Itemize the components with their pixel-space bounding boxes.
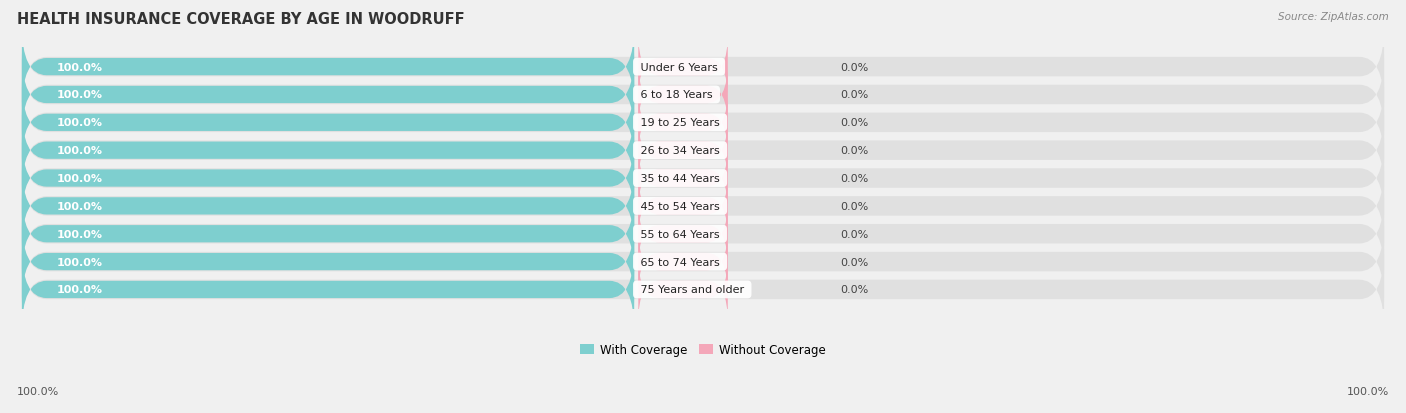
Text: 6 to 18 Years: 6 to 18 Years [637, 90, 716, 100]
Text: 0.0%: 0.0% [841, 118, 869, 128]
Text: 26 to 34 Years: 26 to 34 Years [637, 146, 723, 156]
FancyBboxPatch shape [638, 34, 728, 100]
Text: 100.0%: 100.0% [56, 229, 103, 239]
FancyBboxPatch shape [638, 173, 728, 240]
Text: Source: ZipAtlas.com: Source: ZipAtlas.com [1278, 12, 1389, 22]
FancyBboxPatch shape [22, 165, 634, 248]
Text: 0.0%: 0.0% [841, 146, 869, 156]
Text: 100.0%: 100.0% [56, 146, 103, 156]
FancyBboxPatch shape [22, 109, 634, 192]
FancyBboxPatch shape [22, 54, 634, 137]
FancyBboxPatch shape [22, 138, 1384, 219]
FancyBboxPatch shape [638, 118, 728, 184]
Text: 100.0%: 100.0% [56, 118, 103, 128]
Text: 75 Years and older: 75 Years and older [637, 285, 748, 295]
Text: Under 6 Years: Under 6 Years [637, 62, 721, 72]
Text: 100.0%: 100.0% [56, 62, 103, 72]
FancyBboxPatch shape [638, 90, 728, 156]
Text: 0.0%: 0.0% [841, 62, 869, 72]
FancyBboxPatch shape [22, 83, 1384, 163]
Text: 0.0%: 0.0% [841, 285, 869, 295]
Text: 100.0%: 100.0% [56, 257, 103, 267]
FancyBboxPatch shape [22, 193, 634, 275]
FancyBboxPatch shape [22, 55, 1384, 135]
Text: 55 to 64 Years: 55 to 64 Years [637, 229, 723, 239]
Text: 100.0%: 100.0% [56, 173, 103, 184]
FancyBboxPatch shape [22, 26, 634, 109]
Text: 100.0%: 100.0% [56, 202, 103, 211]
Text: HEALTH INSURANCE COVERAGE BY AGE IN WOODRUFF: HEALTH INSURANCE COVERAGE BY AGE IN WOOD… [17, 12, 464, 27]
Text: 65 to 74 Years: 65 to 74 Years [637, 257, 723, 267]
Text: 0.0%: 0.0% [841, 90, 869, 100]
FancyBboxPatch shape [638, 256, 728, 323]
Text: 0.0%: 0.0% [841, 173, 869, 184]
Text: 100.0%: 100.0% [17, 387, 59, 396]
FancyBboxPatch shape [22, 111, 1384, 191]
Text: 0.0%: 0.0% [841, 202, 869, 211]
FancyBboxPatch shape [22, 166, 1384, 247]
Text: 0.0%: 0.0% [841, 257, 869, 267]
FancyBboxPatch shape [22, 82, 634, 164]
FancyBboxPatch shape [22, 222, 1384, 302]
Legend: With Coverage, Without Coverage: With Coverage, Without Coverage [575, 338, 831, 361]
Text: 100.0%: 100.0% [56, 285, 103, 295]
FancyBboxPatch shape [22, 221, 634, 303]
FancyBboxPatch shape [638, 145, 728, 211]
Text: 100.0%: 100.0% [56, 90, 103, 100]
FancyBboxPatch shape [638, 201, 728, 267]
Text: 19 to 25 Years: 19 to 25 Years [637, 118, 723, 128]
FancyBboxPatch shape [22, 249, 1384, 330]
Text: 100.0%: 100.0% [1347, 387, 1389, 396]
FancyBboxPatch shape [638, 229, 728, 295]
Text: 35 to 44 Years: 35 to 44 Years [637, 173, 723, 184]
FancyBboxPatch shape [22, 248, 634, 331]
FancyBboxPatch shape [22, 137, 634, 220]
FancyBboxPatch shape [638, 62, 728, 128]
FancyBboxPatch shape [22, 194, 1384, 275]
Text: 45 to 54 Years: 45 to 54 Years [637, 202, 723, 211]
FancyBboxPatch shape [22, 27, 1384, 108]
Text: 0.0%: 0.0% [841, 229, 869, 239]
